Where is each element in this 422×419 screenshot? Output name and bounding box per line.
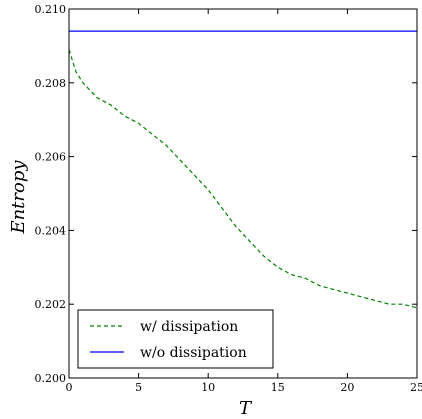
y-tick-label: 0.204 — [35, 224, 67, 237]
y-tick-label: 0.210 — [35, 3, 67, 16]
x-tick-label: 10 — [201, 381, 215, 394]
x-tick-label: 15 — [271, 381, 285, 394]
y-axis-title: Entropy — [8, 160, 29, 235]
y-tick-label: 0.200 — [35, 372, 67, 385]
legend-label-1: w/o dissipation — [140, 345, 247, 361]
x-tick-label: 0 — [66, 381, 73, 394]
series-line-0 — [68, 49, 418, 309]
legend-box — [77, 309, 274, 369]
plot-frame — [68, 8, 418, 379]
x-tick-label: 20 — [340, 381, 354, 394]
x-axis-title: T — [239, 398, 253, 419]
y-tick-label: 0.208 — [35, 77, 67, 90]
x-tick-label: 25 — [410, 381, 422, 394]
legend-label-0: w/ dissipation — [140, 319, 238, 335]
x-tick-label: 5 — [135, 381, 142, 394]
y-tick-label: 0.206 — [35, 151, 67, 164]
y-tick-label: 0.202 — [35, 298, 67, 311]
